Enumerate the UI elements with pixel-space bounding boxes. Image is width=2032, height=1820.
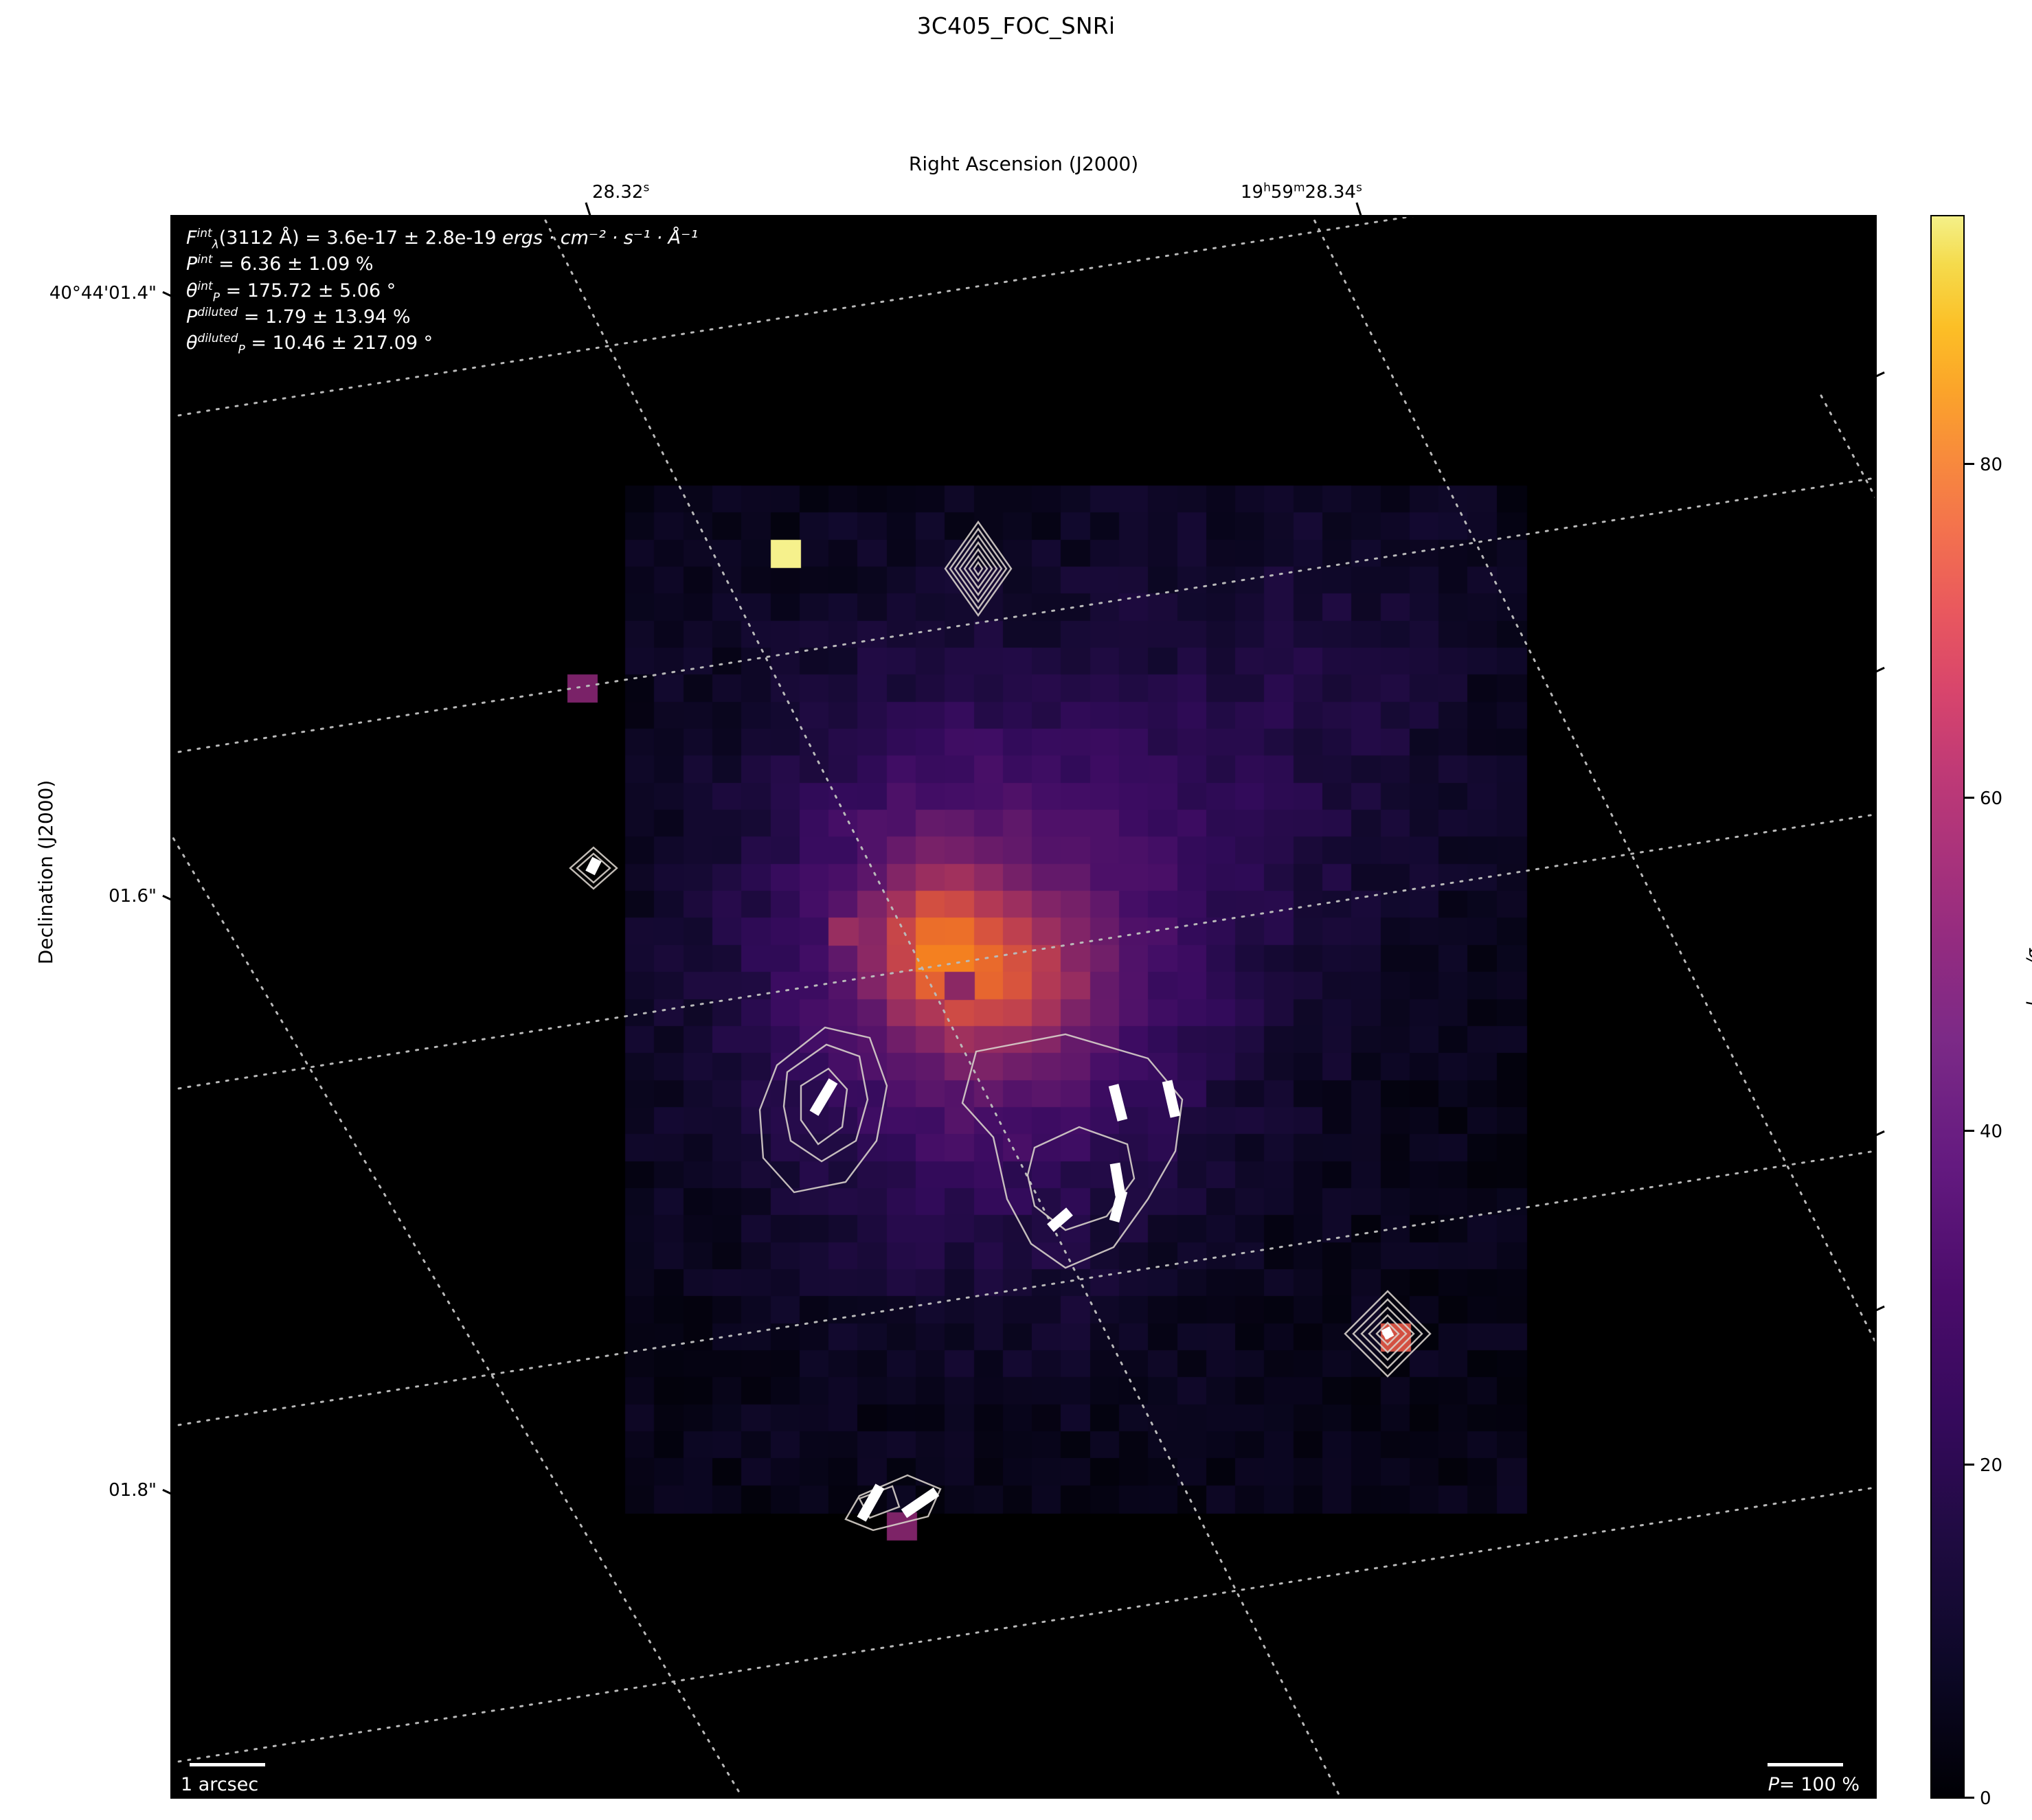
dec-tick-label-3: 01.8" [109, 1480, 157, 1501]
colorbar-ticklabel-60: 60 [1980, 788, 2003, 809]
colorbar-tickmark-20 [1965, 1464, 1974, 1466]
colorbar-tickmark-40 [1965, 1130, 1974, 1132]
polarization-key-label: P= 100 % [1768, 1774, 1860, 1795]
colorbar-tickmark-60 [1965, 797, 1974, 799]
annotation-pdiluted-line: Pdiluted = 1.79 ± 13.94 % [186, 305, 411, 328]
annotation-pint-line: Pint = 6.36 ± 1.09 % [186, 253, 374, 275]
x-axis-title: Right Ascension (J2000) [908, 152, 1139, 175]
scalebar-line [190, 1763, 265, 1766]
colorbar-gradient [1930, 215, 1965, 1799]
ra-tick-label-2: 19h59m28.34s [1241, 181, 1362, 203]
colorbar-ticklabel-40: 40 [1980, 1122, 2003, 1142]
colorbar[interactable]: 0 20 40 60 80 [1930, 215, 2002, 1809]
scalebar-label: 1 arcsec [181, 1774, 259, 1795]
ra-tickmark-1 [585, 202, 591, 216]
polarization-key-line [1768, 1763, 1843, 1766]
annotation-thetadiluted-line: θdilutedP = 10.46 ± 217.09 ° [186, 332, 433, 357]
measurement-annotation: Fintλ(3112 Å) = 3.6e-17 ± 2.8e-19 ergs ·… [186, 225, 698, 357]
dec-tick-label-1: 40°44'01.4" [49, 283, 157, 304]
y-axis-title: Declination (J2000) [34, 780, 57, 965]
colorbar-tickmark-80 [1965, 463, 1974, 465]
page-title: 3C405_FOC_SNRi [916, 12, 1116, 39]
ra-tickmark-2 [1355, 202, 1362, 216]
colorbar-title: IStokes/σI [2023, 945, 2032, 1006]
colorbar-tickmark-0 [1965, 1797, 1974, 1799]
dec-tick-label-2: 01.6" [109, 886, 157, 907]
sky-image-panel[interactable]: Fintλ(3112 Å) = 3.6e-17 ± 2.8e-19 ergs ·… [170, 215, 1877, 1799]
annotation-flux-line: Fintλ(3112 Å) = 3.6e-17 ± 2.8e-19 ergs ·… [186, 227, 699, 252]
colorbar-ticklabel-80: 80 [1980, 455, 2003, 475]
ra-tick-label-1: 28.32s [592, 181, 650, 203]
colorbar-ticklabel-0: 0 [1980, 1788, 1991, 1809]
annotation-thetaint-line: θintP = 175.72 ± 5.06 ° [186, 279, 396, 305]
colorbar-ticklabel-20: 20 [1980, 1455, 2003, 1476]
stokes-i-snr-raster [172, 217, 1875, 1797]
